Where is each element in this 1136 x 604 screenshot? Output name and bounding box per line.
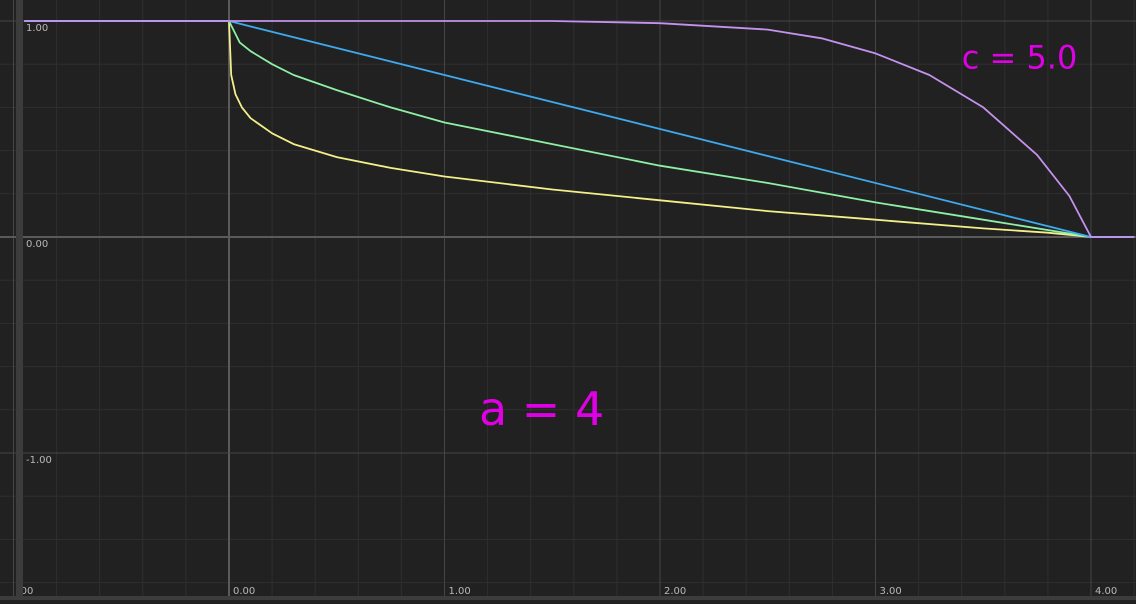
- series-line-1: [24, 20, 1135, 238]
- x-tick-label: 3.00: [880, 586, 902, 597]
- bottom-scroll-edge[interactable]: [0, 596, 1136, 600]
- y-tick-label: 1.00: [26, 23, 48, 34]
- x-tick-label: .00: [18, 586, 34, 597]
- x-tick-label: 1.00: [449, 586, 471, 597]
- series-lines: [24, 20, 1135, 238]
- series-line-4: [24, 20, 1135, 238]
- annotations: c = 5.0 a = 4: [479, 39, 1077, 436]
- x-tick-label: 2.00: [664, 586, 686, 597]
- tick-labels: .00 0.00 1.00 2.00 3.00 4.00 1.00 0.00 -1.00: [18, 23, 1118, 597]
- x-tick-label: 4.00: [1095, 586, 1117, 597]
- y-tick-label: -1.00: [26, 455, 52, 466]
- annotation-label: a = 4: [479, 382, 604, 436]
- left-scroll-edge[interactable]: [16, 0, 23, 600]
- x-tick-label: 0.00: [233, 586, 255, 597]
- y-tick-label: 0.00: [26, 239, 48, 250]
- series-line-2: [24, 20, 1135, 238]
- annotation-label: c = 5.0: [962, 39, 1078, 77]
